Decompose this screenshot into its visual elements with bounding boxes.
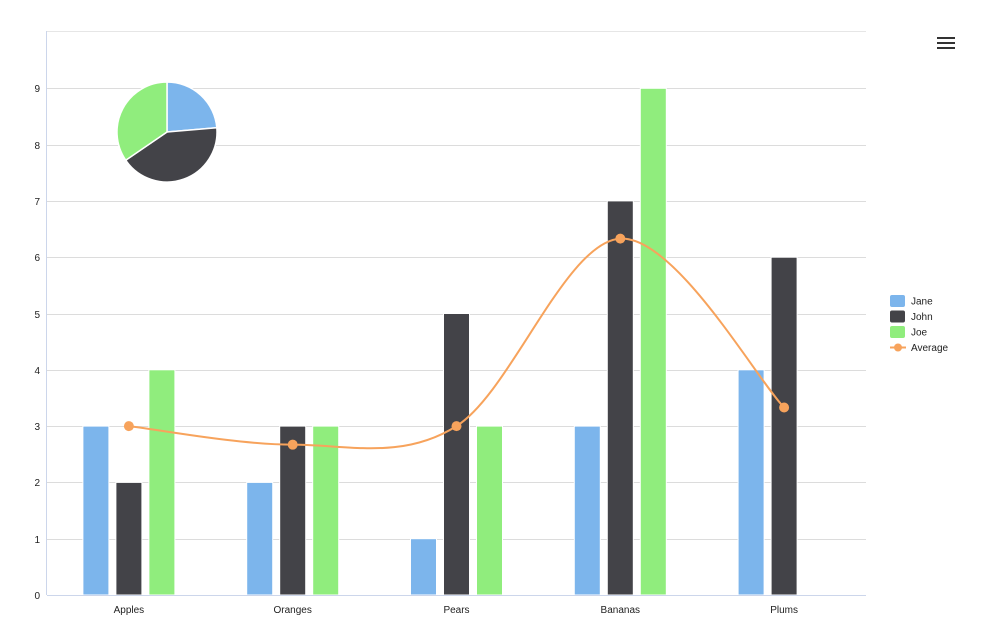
pie-slice-jane — [166, 81, 218, 133]
bar-jane — [410, 538, 437, 596]
y-tick-label: 6 — [34, 253, 40, 264]
x-tick-label: Pears — [443, 605, 469, 616]
y-tick-label: 7 — [34, 197, 40, 208]
y-tick-label: 9 — [34, 84, 40, 95]
legend-item-jane[interactable]: Jane — [890, 295, 933, 308]
legend-symbol — [890, 310, 905, 323]
hamburger-menu-icon-bar — [937, 47, 955, 49]
hamburger-menu-icon-bar — [937, 42, 955, 44]
average-point — [287, 439, 298, 450]
bar-jane — [573, 425, 601, 596]
average-point — [615, 233, 626, 244]
average-spline — [128, 237, 785, 450]
legend-label: Jane — [911, 297, 933, 308]
axes: 0 1 2 3 4 5 6 7 8 9 Apples Oranges Pears Bananas Plums — [34, 31, 866, 616]
y-tick-label: 8 — [34, 141, 40, 152]
bar-joe — [639, 87, 667, 596]
bar-john — [443, 313, 470, 596]
bar-john — [606, 200, 634, 596]
bar-john — [279, 425, 307, 596]
x-tick-label: Bananas — [601, 605, 640, 616]
y-tick-label: 5 — [34, 310, 40, 321]
bar-jane — [737, 369, 765, 596]
legend-symbol — [890, 295, 905, 307]
legend-item-joe[interactable]: Joe — [890, 326, 928, 339]
x-tick-label: Plums — [770, 605, 798, 616]
y-tick-label: 0 — [34, 591, 40, 602]
pie-slice-joe — [116, 81, 168, 162]
bar-jane — [82, 425, 110, 596]
legend[interactable]: Jane John Joe Average — [890, 295, 949, 354]
y-tick-label: 1 — [34, 535, 40, 546]
average-point — [451, 421, 462, 432]
hamburger-menu-icon — [937, 37, 955, 39]
bar-joe — [476, 425, 503, 596]
legend-item-john[interactable]: John — [890, 310, 933, 324]
y-tick-label: 2 — [34, 478, 40, 489]
x-tick-label: Oranges — [274, 605, 312, 616]
legend-label: Joe — [911, 328, 928, 339]
bar-john — [770, 256, 798, 596]
pie-chart — [116, 81, 218, 183]
legend-label: Average — [911, 343, 949, 354]
legend-item-average[interactable]: Average — [890, 343, 949, 354]
chart-menu-button[interactable] — [934, 33, 958, 53]
y-tick-label: 4 — [34, 366, 40, 377]
average-line — [123, 233, 790, 450]
bars — [82, 87, 798, 596]
average-point — [779, 402, 790, 413]
bar-jane — [246, 481, 274, 596]
pie-slice-john — [124, 126, 218, 183]
legend-symbol — [890, 326, 905, 338]
legend-marker-symbol — [894, 343, 902, 352]
bar-john — [115, 481, 143, 596]
bar-joe — [312, 425, 340, 596]
legend-label: John — [911, 312, 933, 323]
bar-joe — [148, 369, 176, 596]
y-tick-label: 3 — [34, 422, 40, 433]
average-point — [123, 421, 134, 432]
x-tick-label: Apples — [114, 605, 145, 616]
